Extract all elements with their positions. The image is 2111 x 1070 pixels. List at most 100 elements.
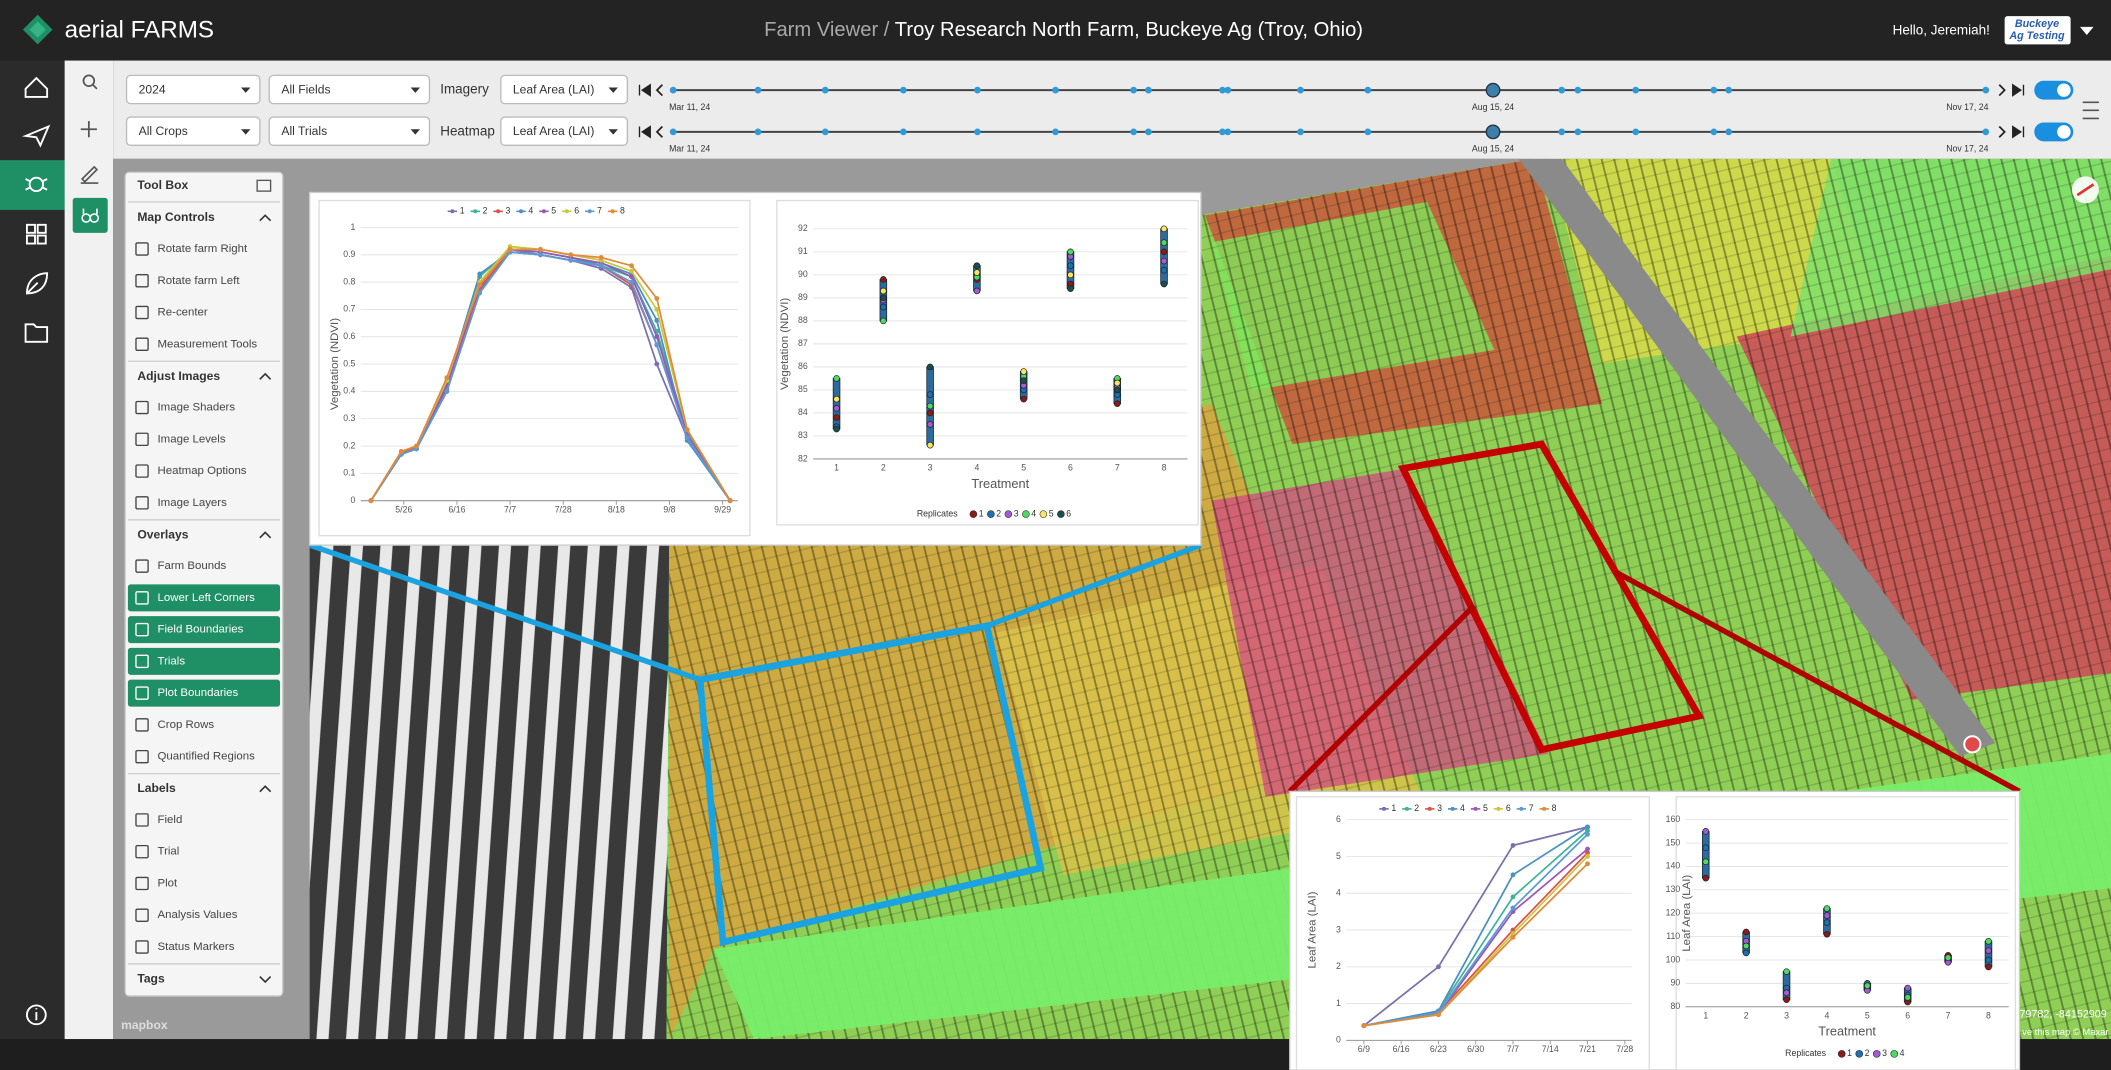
timeline-date[interactable] bbox=[1632, 128, 1640, 136]
dropdown[interactable] bbox=[268, 74, 431, 105]
timeline-date[interactable] bbox=[1982, 86, 1990, 94]
section-title[interactable]: Adjust Images bbox=[137, 369, 220, 383]
toolbox-item[interactable]: Measurement Tools bbox=[158, 338, 258, 350]
toolbox-item[interactable]: Image Levels bbox=[158, 433, 226, 445]
toolbox-item[interactable]: Analysis Values bbox=[158, 909, 238, 921]
timeline-date[interactable] bbox=[821, 86, 829, 94]
timeline-date[interactable] bbox=[669, 128, 677, 136]
toolbox-item[interactable]: Field Boundaries bbox=[158, 624, 244, 636]
timeline-date[interactable] bbox=[900, 86, 907, 94]
timeline-date[interactable] bbox=[1725, 86, 1733, 94]
toolbox-item[interactable]: Trial bbox=[158, 846, 180, 858]
dropdown[interactable] bbox=[268, 116, 431, 147]
timeline-date[interactable] bbox=[1130, 128, 1137, 136]
timeline-date[interactable] bbox=[1574, 86, 1582, 94]
timeline-date[interactable] bbox=[1710, 128, 1718, 136]
toolbox-item[interactable]: Lower Left Corners bbox=[158, 592, 256, 604]
dropdown[interactable] bbox=[125, 116, 261, 147]
section-title[interactable]: Map Controls bbox=[137, 210, 215, 224]
timeline-date[interactable] bbox=[1219, 86, 1226, 94]
timeline-date[interactable] bbox=[1145, 86, 1152, 94]
dropdown[interactable] bbox=[500, 74, 629, 105]
settings-sliders[interactable] bbox=[2082, 101, 2099, 120]
toolbox-item[interactable]: Plot bbox=[158, 877, 179, 889]
section-title[interactable]: Tags bbox=[137, 971, 165, 985]
tool-draw[interactable] bbox=[80, 165, 99, 184]
timeline-date[interactable] bbox=[1297, 128, 1304, 136]
section-title[interactable]: Labels bbox=[137, 781, 176, 795]
nav-analysis[interactable] bbox=[25, 176, 48, 193]
timeline-date[interactable] bbox=[1485, 124, 1501, 140]
timeline-date[interactable] bbox=[974, 128, 981, 136]
toolbox-item[interactable]: Quantified Regions bbox=[158, 751, 256, 763]
timeline-last[interactable] bbox=[2012, 83, 2025, 97]
dropdown[interactable] bbox=[125, 74, 261, 105]
account-caret[interactable] bbox=[2080, 26, 2094, 35]
section-caret[interactable] bbox=[259, 976, 272, 984]
nav-flights[interactable] bbox=[21, 124, 51, 148]
section-caret[interactable] bbox=[259, 785, 272, 793]
timeline-first[interactable] bbox=[638, 125, 651, 139]
timeline-date[interactable] bbox=[1364, 86, 1372, 94]
timeline-date[interactable] bbox=[1052, 86, 1059, 94]
timeline-date[interactable] bbox=[1052, 128, 1059, 136]
toolbox-item[interactable]: Crop Rows bbox=[158, 719, 215, 731]
toolbox-item[interactable]: Image Layers bbox=[158, 497, 228, 509]
tool-add[interactable] bbox=[80, 121, 97, 138]
toolbox-item[interactable]: Re-center bbox=[158, 307, 208, 319]
nav-files[interactable] bbox=[24, 323, 49, 343]
timeline-date[interactable] bbox=[1632, 86, 1640, 94]
legend-dot bbox=[541, 209, 546, 214]
legend-dot bbox=[1542, 806, 1547, 811]
account-badge[interactable] bbox=[2004, 16, 2071, 45]
x-tick-label: 3 bbox=[928, 463, 933, 473]
toolbox-item[interactable]: Plot Boundaries bbox=[158, 687, 239, 699]
timeline-date[interactable] bbox=[1130, 86, 1137, 94]
toolbox-item[interactable]: Field bbox=[158, 814, 183, 826]
section-caret[interactable] bbox=[259, 372, 272, 380]
nav-info[interactable] bbox=[25, 1004, 47, 1026]
toolbox-item[interactable]: Rotate farm Right bbox=[158, 243, 248, 255]
timeline-last[interactable] bbox=[2012, 125, 2025, 139]
timeline-date[interactable] bbox=[900, 128, 907, 136]
timeline-date[interactable] bbox=[1224, 86, 1232, 94]
toolbox-item[interactable]: Image Shaders bbox=[158, 402, 236, 414]
timeline-date[interactable] bbox=[1574, 128, 1582, 136]
nav-home[interactable] bbox=[24, 76, 49, 98]
timeline-date[interactable] bbox=[1219, 128, 1226, 136]
toolbox-icon[interactable] bbox=[256, 179, 272, 192]
timeline-date[interactable] bbox=[1558, 128, 1566, 136]
item-icon bbox=[135, 718, 149, 732]
nav-apps[interactable] bbox=[25, 223, 47, 245]
timeline-next[interactable] bbox=[1998, 125, 2006, 138]
toolbox-item[interactable]: Trials bbox=[158, 655, 186, 667]
timeline-date[interactable] bbox=[974, 86, 981, 94]
toolbox-item[interactable]: Rotate farm Left bbox=[158, 275, 241, 287]
timeline-date[interactable] bbox=[1145, 128, 1152, 136]
timeline-date[interactable] bbox=[821, 128, 829, 136]
timeline-date[interactable] bbox=[1485, 82, 1501, 98]
timeline-date[interactable] bbox=[1224, 128, 1232, 136]
timeline-date[interactable] bbox=[754, 86, 762, 94]
timeline-date[interactable] bbox=[1710, 86, 1718, 94]
timeline-date[interactable] bbox=[669, 86, 677, 94]
timeline-date[interactable] bbox=[1982, 128, 1990, 136]
timeline-first[interactable] bbox=[638, 83, 651, 97]
dropdown[interactable] bbox=[500, 116, 629, 147]
section-caret[interactable] bbox=[259, 214, 272, 222]
section-title[interactable]: Overlays bbox=[137, 527, 188, 541]
nav-trials[interactable] bbox=[25, 272, 49, 295]
timeline-date[interactable] bbox=[1297, 86, 1304, 94]
toolbox-item[interactable]: Farm Bounds bbox=[158, 560, 227, 572]
toolbox-item[interactable]: Status Markers bbox=[158, 941, 235, 953]
timeline-next[interactable] bbox=[1998, 84, 2006, 97]
timeline-date[interactable] bbox=[754, 128, 762, 136]
timeline-prev[interactable] bbox=[655, 125, 663, 138]
tool-search[interactable] bbox=[82, 74, 98, 90]
timeline-date[interactable] bbox=[1558, 86, 1566, 94]
timeline-date[interactable] bbox=[1725, 128, 1733, 136]
toolbox-item[interactable]: Heatmap Options bbox=[158, 465, 247, 477]
timeline-prev[interactable] bbox=[655, 84, 663, 97]
section-caret[interactable] bbox=[259, 531, 272, 539]
timeline-date[interactable] bbox=[1364, 128, 1372, 136]
